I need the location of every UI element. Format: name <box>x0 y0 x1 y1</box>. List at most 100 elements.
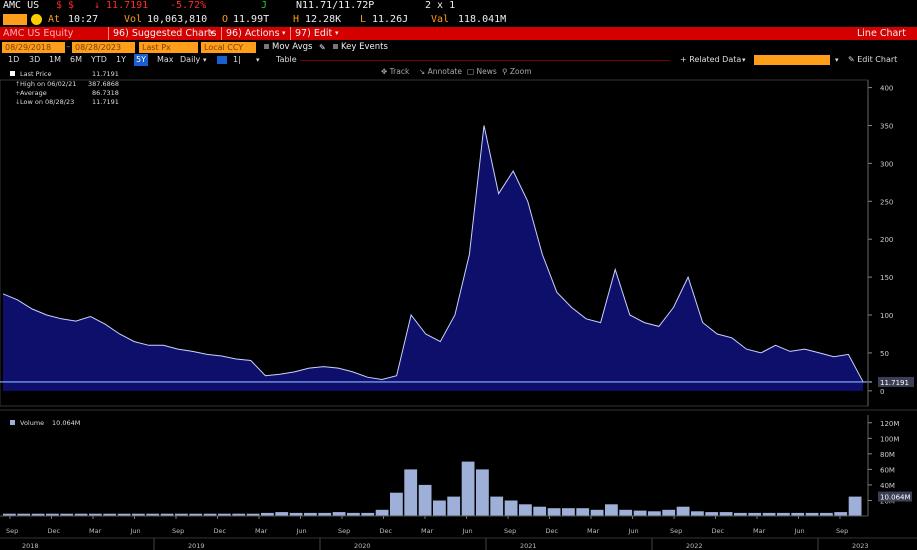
value-label: Val <box>431 14 450 25</box>
date-separator: – <box>66 42 71 52</box>
pencil-icon[interactable]: ✎ <box>319 43 326 52</box>
volume-bar <box>46 513 59 516</box>
related-data-button[interactable]: + Related Data <box>680 55 742 64</box>
end-date-field[interactable]: 08/28/2023 <box>72 42 135 53</box>
x-tick-label: Mar <box>255 527 268 535</box>
low-label: L <box>360 14 367 25</box>
dropdown-arrow-icon: ▾ <box>256 56 260 64</box>
x-tick-label: Mar <box>587 527 600 535</box>
last-price-tag-text: 11.7191 <box>880 379 909 387</box>
y-tick-label: 350 <box>880 122 893 130</box>
period-1d[interactable]: 1D <box>8 55 20 64</box>
volume-bar <box>648 511 661 516</box>
currency-select[interactable]: Local CCY <box>201 42 256 53</box>
volume-bar <box>390 492 403 516</box>
dropdown-arrow-icon: ▾ <box>835 56 839 64</box>
high-label: H <box>293 14 300 25</box>
legend-volume-label: Volume <box>20 419 44 427</box>
divider <box>108 27 109 40</box>
search-field[interactable] <box>754 55 830 65</box>
x-tick-label: Sep <box>504 527 516 535</box>
volume-bar <box>31 513 45 516</box>
frequency-select[interactable]: Daily <box>180 55 201 64</box>
x-tick-label: Sep <box>836 527 848 535</box>
scale-select[interactable]: 1| <box>233 55 241 64</box>
table-button[interactable]: Table <box>276 55 297 64</box>
volume-bar <box>662 509 676 516</box>
open-value: 11.99T <box>233 14 270 25</box>
y-tick-label: 200 <box>880 236 893 244</box>
volume-bar <box>246 513 260 516</box>
year-label: 2023 <box>852 542 869 550</box>
tool-annotate[interactable]: ↘ Annotate <box>419 67 462 76</box>
key-events-toggle[interactable]: Key Events <box>333 41 388 54</box>
y-tick-label: 50 <box>880 350 889 358</box>
price-area <box>3 125 863 391</box>
edit-chart-label: Edit Chart <box>857 55 898 64</box>
last-price-swatch <box>10 71 15 76</box>
last-volume-tag <box>878 491 912 502</box>
volume-bar <box>74 513 88 516</box>
year-label: 2020 <box>354 542 371 550</box>
start-date-field[interactable]: 08/29/2018 <box>2 42 65 53</box>
bid-ask: N11.71/11.72P <box>296 0 375 11</box>
volume-bar <box>777 512 790 516</box>
volume-bar <box>748 512 762 516</box>
volume-panel: 20M40M60M80M100M120M10.064M <box>3 415 912 516</box>
period-3d[interactable]: 3D <box>29 55 41 64</box>
price-volume-chart[interactable]: ✥ Track ↘ Annotate □ News ⚲ Zoom 11.7191… <box>0 66 917 550</box>
edit-chart-button[interactable]: ✎ Edit Chart <box>848 55 898 64</box>
security-field[interactable]: AMC US Equity <box>3 28 74 39</box>
volume-tick-label: 100M <box>880 435 899 443</box>
price-field-select[interactable]: Last Px <box>139 42 198 53</box>
alert-icon[interactable] <box>3 14 27 25</box>
period-1m[interactable]: 1M <box>49 55 61 64</box>
period-ytd[interactable]: YTD <box>91 55 107 64</box>
x-tick-label: Sep <box>338 527 350 535</box>
x-tick-label: Jun <box>130 527 141 535</box>
tool-news[interactable]: □ News <box>467 67 497 76</box>
volume-bar <box>562 508 575 516</box>
legend-high-marker: ↑ <box>15 80 20 88</box>
last-price-tag <box>878 376 914 387</box>
volume-bar <box>261 512 274 516</box>
y-tick-label: 0 <box>880 388 884 396</box>
tool-track[interactable]: ✥ Track <box>381 67 410 76</box>
last-volume-tag-text: 10.064M <box>880 494 911 502</box>
tool-zoom[interactable]: ⚲ Zoom <box>502 67 532 76</box>
volume-bar <box>132 513 145 516</box>
volume-swatch <box>10 420 15 425</box>
legend-high-label: High on 06/02/21 <box>20 80 76 88</box>
volume-bar <box>404 469 418 516</box>
suggested-charts-menu[interactable]: 96) Suggested Charts <box>113 28 217 39</box>
legend-low-marker: ↓ <box>15 98 20 106</box>
period-6m[interactable]: 6M <box>70 55 82 64</box>
mov-avgs-toggle[interactable]: Mov Avgs <box>264 41 312 54</box>
volume-bar <box>361 512 375 516</box>
volume-bar <box>461 461 475 516</box>
volume-tick-label: 120M <box>880 420 899 428</box>
volume-bar <box>762 512 776 516</box>
period-5y[interactable]: 5Y <box>134 54 148 66</box>
x-tick-label: Jun <box>462 527 473 535</box>
y-tick-label: 150 <box>880 274 893 282</box>
volume-bar <box>691 511 704 516</box>
legend-average-value: 86.7318 <box>92 89 119 97</box>
x-tick-label: Dec <box>380 527 393 535</box>
chart-type-label[interactable]: Line Chart <box>857 28 906 39</box>
period-bar: 1D 3D 1M 6M YTD 1Y 5Y Max Daily ▾ 1| ▾ T… <box>0 54 917 66</box>
year-label: 2018 <box>22 542 39 550</box>
legend-low-label: Low on 08/28/23 <box>20 98 74 106</box>
year-label: 2022 <box>686 542 703 550</box>
edit-menu[interactable]: 97) Edit <box>295 28 333 39</box>
period-1y[interactable]: 1Y <box>116 55 126 64</box>
legend-volume-value: 10.064M <box>52 419 80 427</box>
x-tick-label: Dec <box>712 527 725 535</box>
volume-bar <box>590 509 604 516</box>
actions-menu[interactable]: 96) Actions <box>226 28 280 39</box>
chart-style-icon[interactable] <box>217 56 227 64</box>
value-amount: 118.041M <box>458 14 507 25</box>
period-max[interactable]: Max <box>157 55 174 64</box>
legend-high-value: 387.6868 <box>88 80 119 88</box>
mov-avgs-label: Mov Avgs <box>272 42 313 52</box>
